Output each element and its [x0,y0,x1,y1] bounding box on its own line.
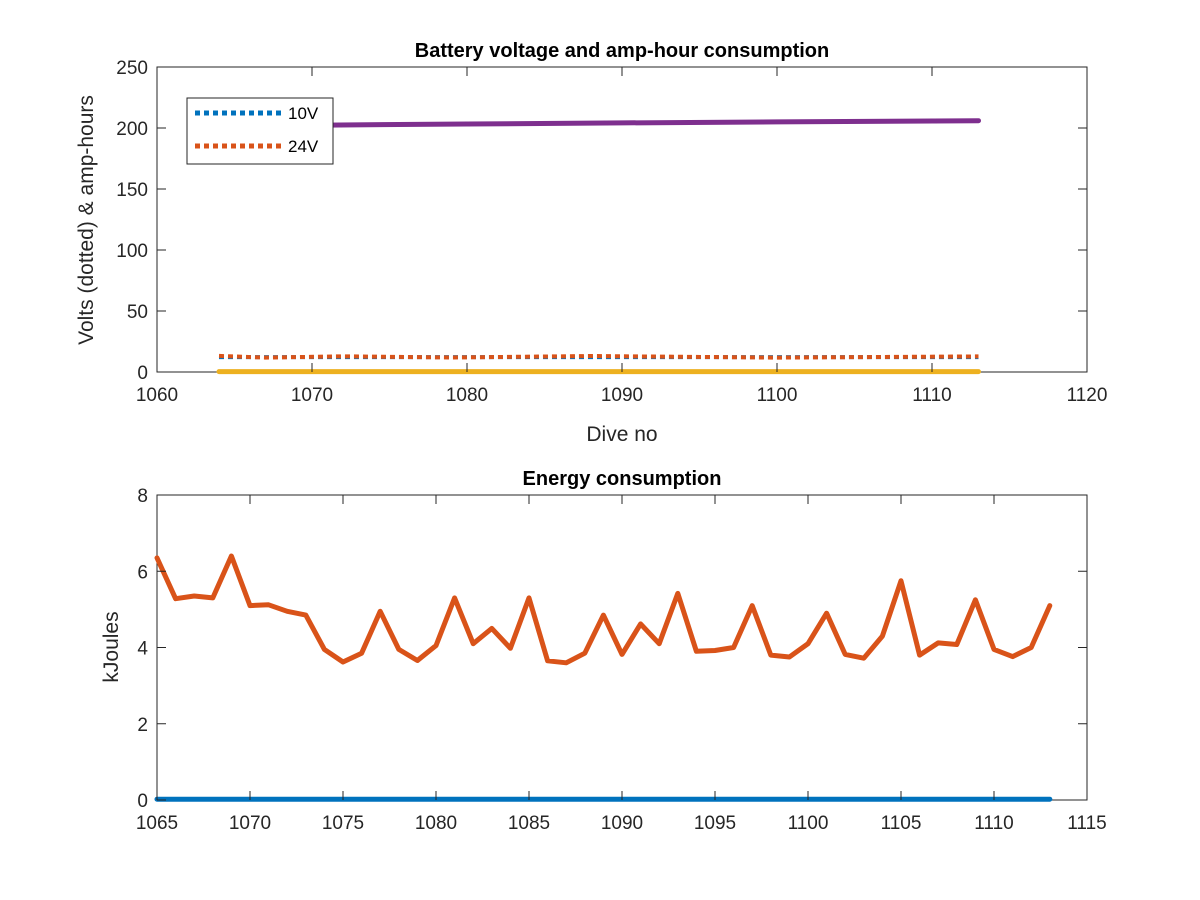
energy-x-tick-label: 1090 [601,813,643,834]
energy-x-tick-label: 1085 [508,813,550,834]
voltage-x-tick-label: 1070 [291,385,333,406]
energy-x-tick-label: 1100 [788,813,829,834]
voltage-x-tick-label: 1120 [1067,385,1108,406]
energy-y-tick-label: 4 [137,639,148,660]
voltage-chart-title: Battery voltage and amp-hour consumption [415,40,829,62]
energy-x-tick-label: 1065 [136,813,178,834]
energy-ticks-layer: 1065 1070 1075 1080 1085 1090 1095 1100 1105 1110… [136,486,1107,834]
legend-label-24v: 24V [288,137,319,156]
voltage-y-tick-label: 0 [137,363,148,384]
energy-chart-title: Energy consumption [523,468,722,490]
energy-x-tick-label: 1110 [974,813,1013,834]
voltage-amphour-chart: 1060 1070 1080 1090 1100 1110 1120 0 50 100 150 200… [75,40,1107,446]
voltage-y-tick-label: 200 [116,119,148,140]
energy-x-tick-label: 1080 [415,813,457,834]
voltage-x-tick-label: 1090 [601,385,643,406]
voltage-y-tick-label: 150 [116,180,148,201]
voltage-y-axis-label: Volts (dotted) & amp-hours [75,95,98,345]
voltage-y-tick-label: 100 [116,241,148,262]
voltage-y-tick-label: 50 [127,302,148,323]
voltage-x-axis-label: Dive no [586,423,657,446]
energy-x-tick-label: 1070 [229,813,271,834]
energy-x-tick-label: 1075 [322,813,364,834]
energy-x-tick-label: 1105 [881,813,922,834]
voltage-x-tick-label: 1080 [446,385,488,406]
voltage-series-line-1 [218,353,979,360]
voltage-series-layer [216,118,981,375]
voltage-x-tick-label: 1060 [136,385,178,406]
legend-label-10v: 10V [288,104,319,123]
energy-y-axis-label: kJoules [100,611,123,682]
energy-y-tick-label: 6 [137,562,148,583]
energy-y-tick-label: 0 [137,791,148,812]
energy-y-tick-label: 2 [137,715,148,736]
voltage-y-tick-label: 250 [116,58,148,79]
energy-chart: 1065 1070 1075 1080 1085 1090 1095 1100 1105 1110… [100,468,1107,834]
energy-y-tick-label: 8 [137,486,148,507]
voltage-x-tick-label: 1110 [912,385,951,406]
voltage-legend: 10V 24V [186,97,334,165]
voltage-x-tick-label: 1100 [757,385,798,406]
energy-plot-area [156,494,1088,801]
voltage-ticks-layer: 1060 1070 1080 1090 1100 1110 1120 0 50 100 150 200… [116,58,1107,406]
energy-x-tick-label: 1095 [694,813,736,834]
energy-x-tick-label: 1115 [1067,813,1106,834]
legend-box [186,97,334,165]
energy-series-line-1 [154,553,1053,666]
